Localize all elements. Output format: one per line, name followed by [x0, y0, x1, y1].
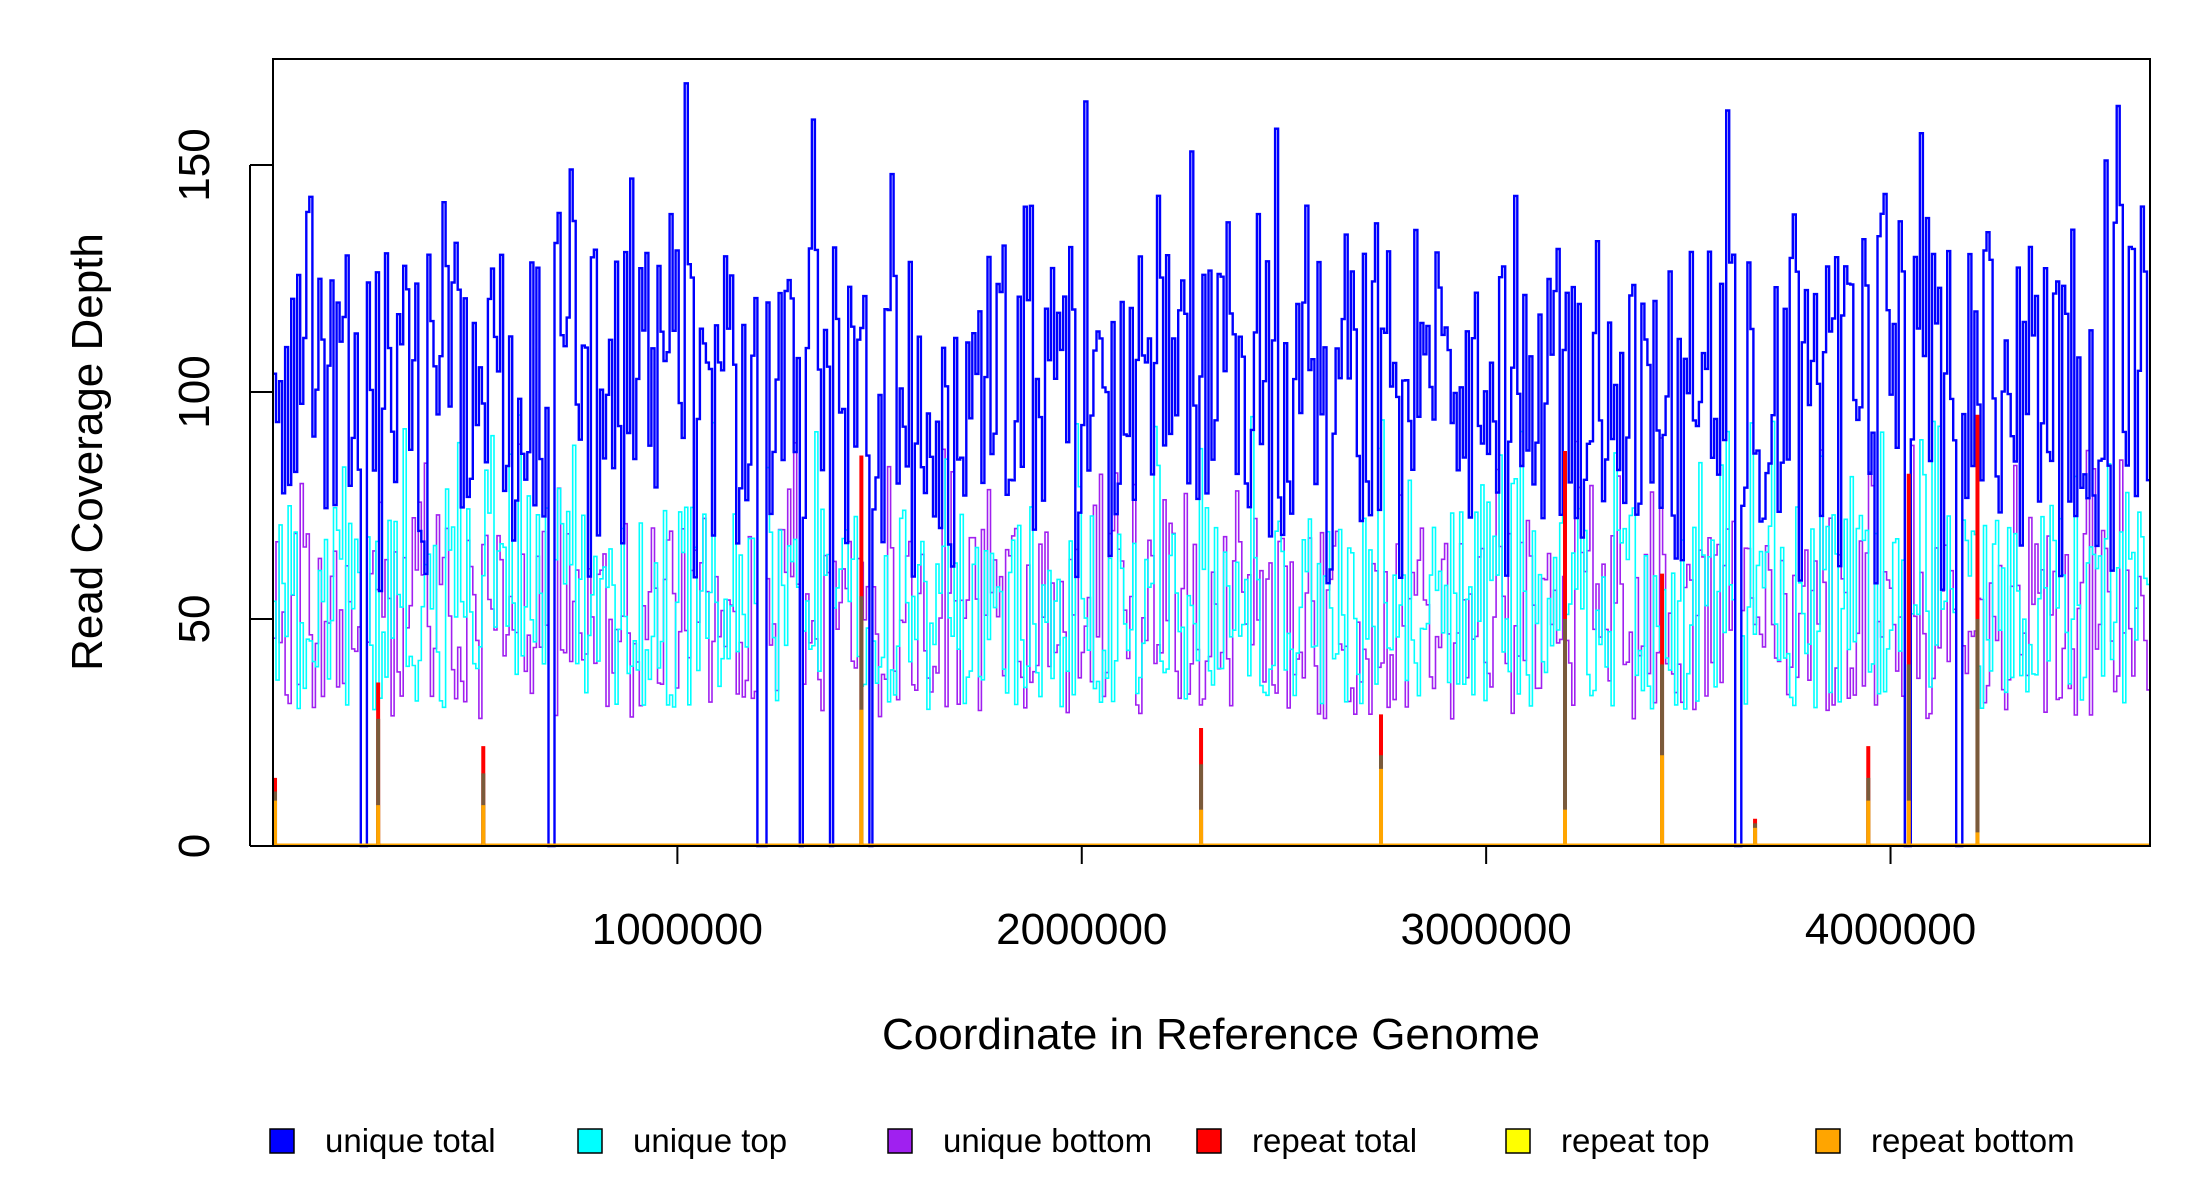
y-tick-label: 0 — [170, 834, 219, 858]
legend-swatch — [1815, 1128, 1841, 1154]
x-ticks: 1000000 2000000 3000000 4000000 — [592, 846, 1976, 954]
legend-swatch — [269, 1128, 295, 1154]
y-tick-label: 50 — [170, 595, 219, 644]
series-line-unique-total — [273, 82, 2150, 848]
legend-label: repeat top — [1561, 1122, 1710, 1159]
legend-label: unique bottom — [943, 1122, 1152, 1159]
legend: unique total unique top unique bottom repea… — [269, 1122, 2075, 1159]
y-tick-label: 150 — [170, 128, 219, 201]
legend-swatch — [1505, 1128, 1531, 1154]
x-tick-label: 4000000 — [1805, 905, 1976, 954]
legend-swatch — [887, 1128, 913, 1154]
legend-label: unique top — [633, 1122, 787, 1159]
legend-label: repeat bottom — [1871, 1122, 2075, 1159]
plot-area — [273, 82, 2150, 848]
x-axis: 1000000 2000000 3000000 4000000 — [592, 845, 1976, 954]
legend-label: unique total — [325, 1122, 496, 1159]
x-tick-label: 2000000 — [996, 905, 1167, 954]
series-line-unique-top — [273, 414, 2150, 847]
y-axis-title: Read Coverage Depth — [63, 233, 112, 671]
y-ticks: 0 50 100 150 — [170, 128, 273, 858]
x-axis-title: Coordinate in Reference Genome — [882, 1010, 1540, 1059]
legend-swatch — [577, 1128, 603, 1154]
x-tick-label: 3000000 — [1400, 905, 1571, 954]
legend-swatch — [1196, 1128, 1222, 1154]
x-tick-label: 1000000 — [592, 905, 763, 954]
legend-label: repeat total — [1252, 1122, 1417, 1159]
y-axis: 0 50 100 150 — [170, 128, 273, 858]
y-tick-label: 100 — [170, 355, 219, 428]
